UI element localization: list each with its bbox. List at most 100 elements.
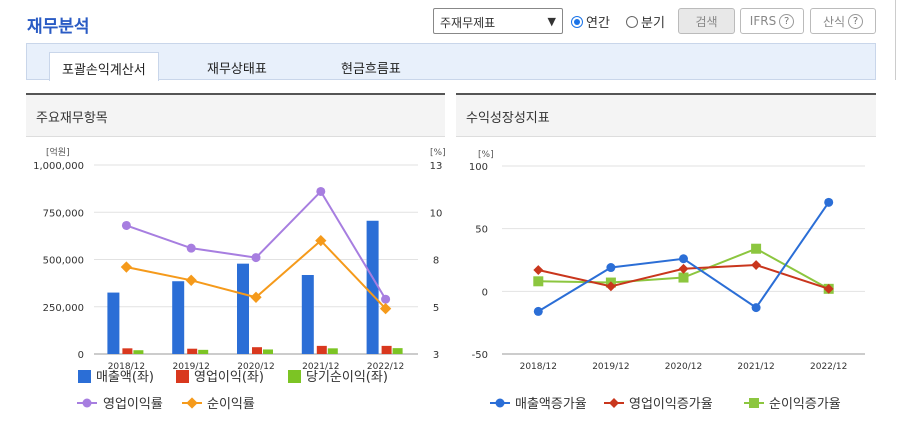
panel-title: 주요재무항목 xyxy=(26,95,445,137)
radio-quarter[interactable]: 분기 xyxy=(626,12,665,31)
right-axis-unit: [%] xyxy=(430,148,445,158)
radio-unchecked-icon xyxy=(626,15,638,28)
y-tick-label: 1,000,000 xyxy=(33,161,84,172)
legend-swatch xyxy=(78,370,91,383)
panel-title: 수익성장성지표 xyxy=(456,95,876,137)
ifrs-button[interactable]: IFRS ? xyxy=(740,8,804,34)
point xyxy=(678,272,689,283)
bar xyxy=(107,292,120,354)
help-icon: ? xyxy=(848,13,864,29)
bar xyxy=(133,350,144,354)
legend-label: 매출액(좌) xyxy=(96,370,154,385)
help-icon: ? xyxy=(779,13,795,29)
chevron-down-icon: ▼ xyxy=(547,15,556,28)
search-button[interactable]: 검색 xyxy=(678,8,735,34)
legend-swatch xyxy=(176,370,189,383)
page-title: 재무분석 xyxy=(27,17,90,37)
point xyxy=(120,261,133,273)
bar xyxy=(122,348,133,354)
bar xyxy=(392,348,403,354)
point xyxy=(824,197,834,207)
point xyxy=(186,243,196,253)
bar xyxy=(301,274,314,354)
legend-swatch xyxy=(609,398,619,408)
left-axis-unit: [억원] xyxy=(46,146,70,158)
legend-swatch xyxy=(749,398,759,408)
legend-swatch xyxy=(186,397,198,409)
point xyxy=(315,234,327,247)
point xyxy=(251,253,261,263)
tab-bar: 포괄손익계산서 재무상태표 현금흐름표 xyxy=(26,43,876,81)
point xyxy=(533,276,544,287)
x-tick-label: 2019/12 xyxy=(592,362,629,372)
bar xyxy=(187,348,198,354)
point xyxy=(751,303,761,313)
bar xyxy=(252,347,262,354)
point xyxy=(751,260,762,270)
divider xyxy=(895,0,896,80)
axis-unit: [%] xyxy=(478,150,494,160)
point xyxy=(679,254,688,264)
y2-tick-label: 10 xyxy=(430,208,443,219)
point xyxy=(121,220,131,230)
y2-tick-label: 3 xyxy=(433,350,439,361)
y-tick-label: 250,000 xyxy=(43,303,84,314)
bar xyxy=(381,345,392,354)
radio-annual-label: 연간 xyxy=(586,16,610,31)
x-tick-label: 2021/12 xyxy=(302,362,339,372)
tab-cash-flow[interactable]: 현금흐름표 xyxy=(329,52,413,81)
point xyxy=(185,274,197,286)
x-tick-label: 2022/12 xyxy=(810,362,847,372)
legend-label: 당기순이익(좌) xyxy=(306,370,388,385)
tab-balance-sheet[interactable]: 재무상태표 xyxy=(195,52,279,81)
point xyxy=(533,306,543,316)
legend-swatch xyxy=(495,398,505,408)
bar xyxy=(327,348,338,354)
legend-label: 순이익률 xyxy=(207,397,255,412)
tab-income-statement[interactable]: 포괄손익계산서 xyxy=(49,52,159,81)
point xyxy=(381,294,391,304)
legend-label: 매출액증가율 xyxy=(515,397,587,412)
statement-type-select[interactable]: 주재무제표 ▼ xyxy=(433,8,563,34)
radio-annual[interactable]: 연간 xyxy=(571,12,610,31)
y-tick-label: 0 xyxy=(482,287,488,298)
bar xyxy=(366,220,379,354)
x-tick-label: 2021/12 xyxy=(737,362,774,372)
radio-checked-icon xyxy=(571,15,583,28)
x-tick-label: 2022/12 xyxy=(367,362,404,372)
ifrs-button-label: IFRS xyxy=(749,14,777,28)
point xyxy=(250,291,262,303)
select-value: 주재무제표 xyxy=(440,16,496,30)
formula-button-label: 산식 xyxy=(822,14,846,29)
financial-items-panel: 주요재무항목 xyxy=(26,93,445,430)
legend-swatch xyxy=(288,370,301,383)
bar xyxy=(198,349,209,354)
bar xyxy=(316,345,327,354)
x-tick-label: 2018/12 xyxy=(108,362,145,372)
y2-tick-label: 5 xyxy=(433,303,439,314)
point xyxy=(316,186,326,196)
tab-label: 포괄손익계산서 xyxy=(62,63,146,78)
x-tick-label: 2020/12 xyxy=(665,362,702,372)
y2-tick-label: 13 xyxy=(430,161,443,172)
point xyxy=(606,263,616,273)
y-tick-label: 750,000 xyxy=(43,208,84,219)
formula-button[interactable]: 산식 ? xyxy=(810,8,876,34)
y-tick-label: 500,000 xyxy=(43,256,84,267)
point xyxy=(379,302,392,315)
y-tick-label: 0 xyxy=(78,350,84,361)
x-tick-label: 2020/12 xyxy=(237,362,274,372)
y2-tick-label: 8 xyxy=(433,256,439,267)
point xyxy=(533,265,544,275)
legend-label: 영업이익증가율 xyxy=(629,397,713,412)
series-line xyxy=(126,189,387,300)
y-tick-label: 100 xyxy=(469,162,488,173)
x-tick-label: 2019/12 xyxy=(173,362,210,372)
bar xyxy=(172,281,185,354)
tab-label: 현금흐름표 xyxy=(341,62,401,77)
growth-indicators-panel: 수익성장성지표 xyxy=(456,93,876,430)
legend-swatch xyxy=(82,398,92,408)
point xyxy=(678,263,689,274)
growth-indicators-chart: [%] 100 50 0 -50 2018/12 2019/12 2020/12 2021/12… xyxy=(469,150,865,412)
y-tick-label: 50 xyxy=(475,225,488,236)
